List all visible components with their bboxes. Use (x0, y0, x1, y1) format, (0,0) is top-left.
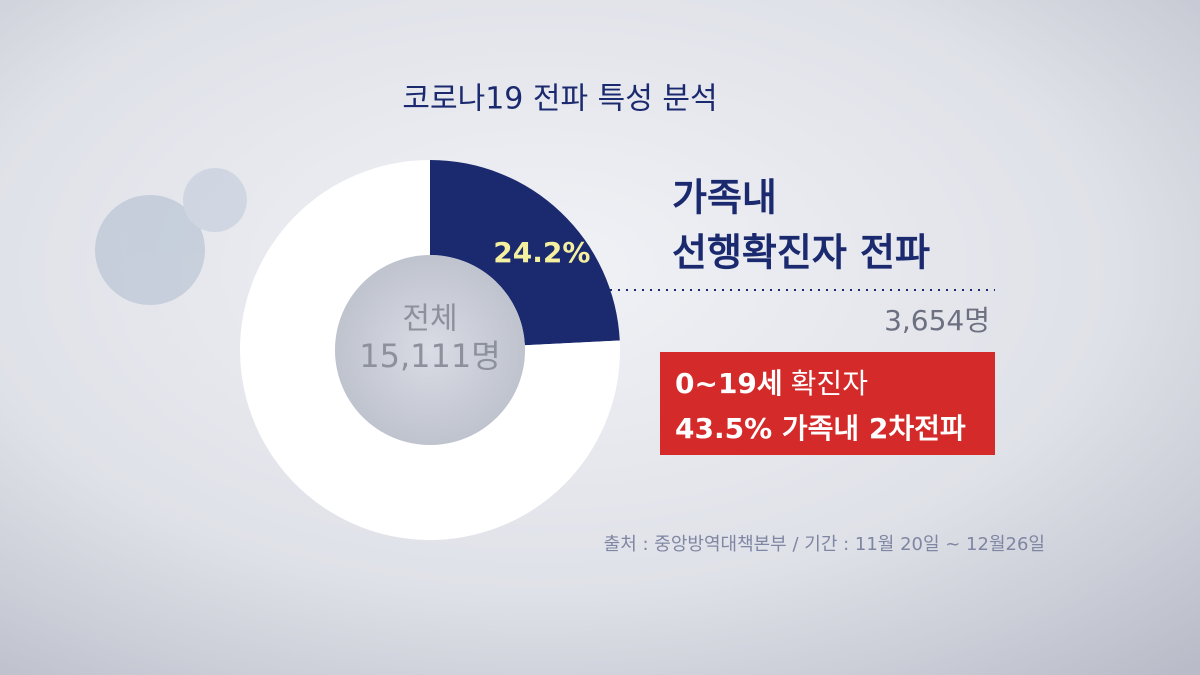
callout-line: 가족내 (672, 176, 777, 220)
donut-hole (335, 255, 525, 445)
highlight-box (660, 352, 995, 455)
source: 출처 : 중앙방역대책본부 / 기간 : 11월 20일 ~ 12월26일 (604, 534, 1045, 555)
center-label: 전체 (402, 302, 457, 337)
highlight-line: 0~19세 확진자 (675, 367, 868, 400)
highlight-normal: 확진자 (791, 367, 868, 400)
donut-segment (430, 160, 620, 346)
donut-segment (240, 160, 620, 541)
chart-title: 코로나19 전파 특성 분석 (402, 82, 717, 117)
callout-line: 선행확진자 전파 (672, 231, 930, 275)
donut: 24.2% (240, 160, 620, 541)
highlight-line: 43.5% 가족내 2차전파 (675, 412, 966, 445)
callout-value: 3,654명 (884, 304, 990, 337)
value-label: 24.2% (493, 236, 590, 269)
virus-decoration (95, 168, 247, 305)
highlight-bold: 0~19세 (675, 367, 783, 400)
center-total: 15,111명 (359, 337, 500, 375)
